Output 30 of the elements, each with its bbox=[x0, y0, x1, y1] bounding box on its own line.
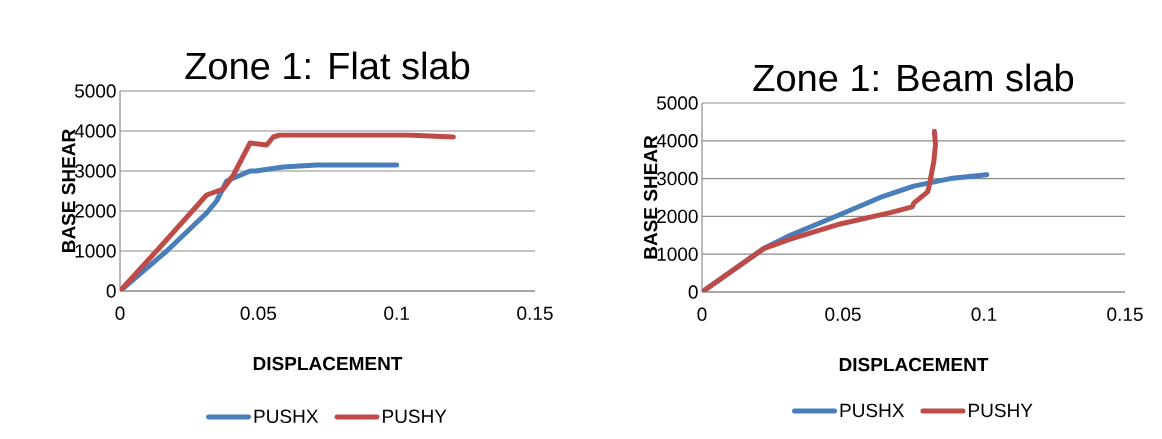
y-tick-label: 4000 bbox=[656, 134, 698, 148]
x-tick-label: 0.1 bbox=[384, 306, 409, 320]
y-tick-label: 3000 bbox=[74, 164, 116, 178]
x-tick-label: 0 bbox=[115, 306, 125, 320]
x-axis-title: DISPLACEMENT bbox=[839, 357, 989, 372]
y-tick-label: 5000 bbox=[656, 96, 698, 110]
legend-label: PUSHY bbox=[383, 409, 447, 424]
x-tick-label: 0.15 bbox=[517, 306, 553, 320]
y-tick-label: 3000 bbox=[656, 171, 698, 186]
y-tick-label: 1000 bbox=[657, 247, 698, 261]
y-tick-label: 0 bbox=[688, 285, 698, 299]
legend-label: PUSHX bbox=[254, 409, 319, 424]
y-tick-label: 4000 bbox=[74, 124, 116, 138]
chart-title: Zone 1: Beam slab bbox=[753, 63, 1074, 92]
y-axis-title: BASE SHEAR bbox=[643, 135, 658, 259]
y-tick-label: 2000 bbox=[75, 204, 116, 218]
x-tick-label: 0.15 bbox=[1107, 307, 1143, 321]
x-tick-label: 0.05 bbox=[825, 307, 861, 321]
x-axis-title: DISPLACEMENT bbox=[253, 356, 403, 371]
chart-title: Zone 1: Flat slab bbox=[185, 51, 470, 80]
y-tick-label: 5000 bbox=[74, 84, 116, 98]
legend-label: PUSHY bbox=[969, 403, 1033, 418]
y-tick-label: 1000 bbox=[75, 244, 116, 258]
y-axis-title: BASE SHEAR bbox=[61, 129, 76, 253]
x-tick-label: 0.05 bbox=[240, 306, 277, 320]
y-tick-label: 2000 bbox=[657, 209, 698, 224]
x-tick-label: 0.1 bbox=[971, 307, 997, 321]
y-tick-label: 0 bbox=[106, 284, 116, 298]
legend-label: PUSHX bbox=[840, 403, 905, 418]
x-tick-label: 0 bbox=[697, 307, 707, 321]
